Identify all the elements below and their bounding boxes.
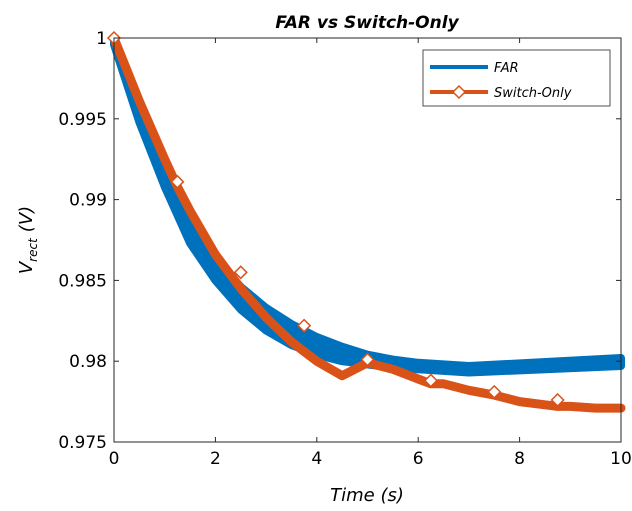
series-switch-only-marker [297,318,312,333]
y-tick-label: 0.975 [58,433,107,453]
legend-marker-switch [451,84,467,100]
series-switch-only-marker [233,265,248,280]
x-tick-label: 0 [109,449,120,469]
y-tick-label: 0.985 [58,271,107,291]
legend-label-switch: Switch-Only [494,86,572,101]
y-tick-label: 1 [96,29,107,49]
x-tick-label: 2 [210,449,221,469]
y-tick-label: 0.995 [58,110,107,130]
legend-box [422,49,611,107]
plot-frame [113,37,622,443]
series-switch-only-marker [170,174,185,189]
y-tick-label: 0.99 [69,191,107,211]
series-switch-only-marker [423,373,438,388]
x-axis-label: Time (s) [330,485,404,506]
x-tick-label: 10 [610,449,632,469]
y-axis-label-main: V [16,260,37,274]
x-tick-label: 8 [514,449,525,469]
y-axis-label: Vrect (V) [16,206,40,274]
series-switch-only-marker [360,352,375,367]
x-tick-label: 6 [413,449,424,469]
chart-title: FAR vs Switch-Only [275,13,459,33]
ticks-layer: 0 2 4 6 8 10 0.975 0.98 0.985 0.99 0.995 1 [58,29,631,469]
legend-label-far: FAR [494,61,519,76]
y-axis-label-unit: (V) [16,206,37,232]
series-switch-only-marker [487,384,502,399]
legend: FAR Switch-Only [422,49,611,107]
x-tick-label: 4 [311,449,322,469]
y-tick-label: 0.98 [69,352,107,372]
y-axis-label-sub: rect [26,237,40,262]
series-switch-only-marker [550,392,565,408]
